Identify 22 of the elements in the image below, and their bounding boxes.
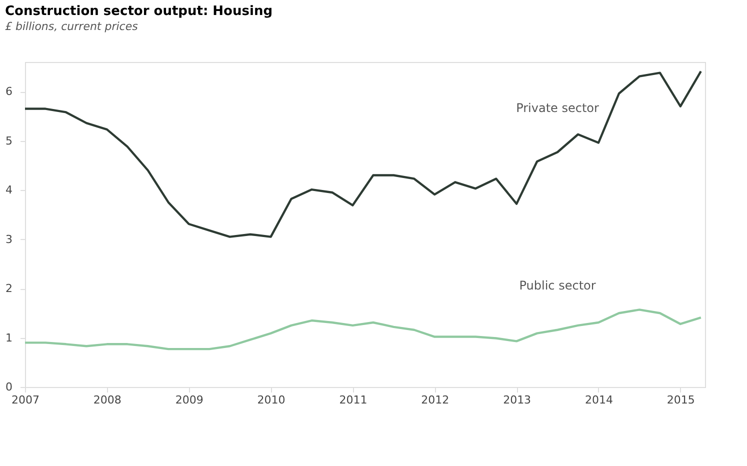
y-tick-label: 6: [6, 85, 12, 98]
x-tick-label: 2008: [93, 394, 122, 406]
y-tick-label: 0: [6, 380, 12, 394]
x-tick-label: 2007: [12, 394, 40, 406]
chart-subtitle: £ billions, current prices: [5, 20, 138, 33]
x-tick-label: 2009: [175, 394, 204, 406]
chart-title: Construction sector output: Housing: [5, 4, 272, 19]
y-tick-label: 4: [6, 184, 12, 197]
y-tick-label: 1: [6, 331, 12, 344]
y-tick-label: 5: [6, 134, 12, 148]
y-tick-label: 3: [6, 232, 12, 246]
x-tick-label: 2015: [666, 394, 695, 406]
line-series: [24, 308, 702, 350]
x-tick-label: 2011: [339, 394, 368, 406]
x-tick-label: 2014: [584, 394, 613, 406]
text: Public sector: [519, 278, 596, 293]
series-label: Private sector: [516, 100, 600, 115]
x-tick-label: 2010: [257, 394, 286, 406]
y-tick-label: 2: [6, 282, 12, 296]
x-tick-label: 2012: [421, 394, 450, 406]
x-tick-label: 2013: [503, 394, 532, 406]
line-series: [24, 70, 702, 238]
